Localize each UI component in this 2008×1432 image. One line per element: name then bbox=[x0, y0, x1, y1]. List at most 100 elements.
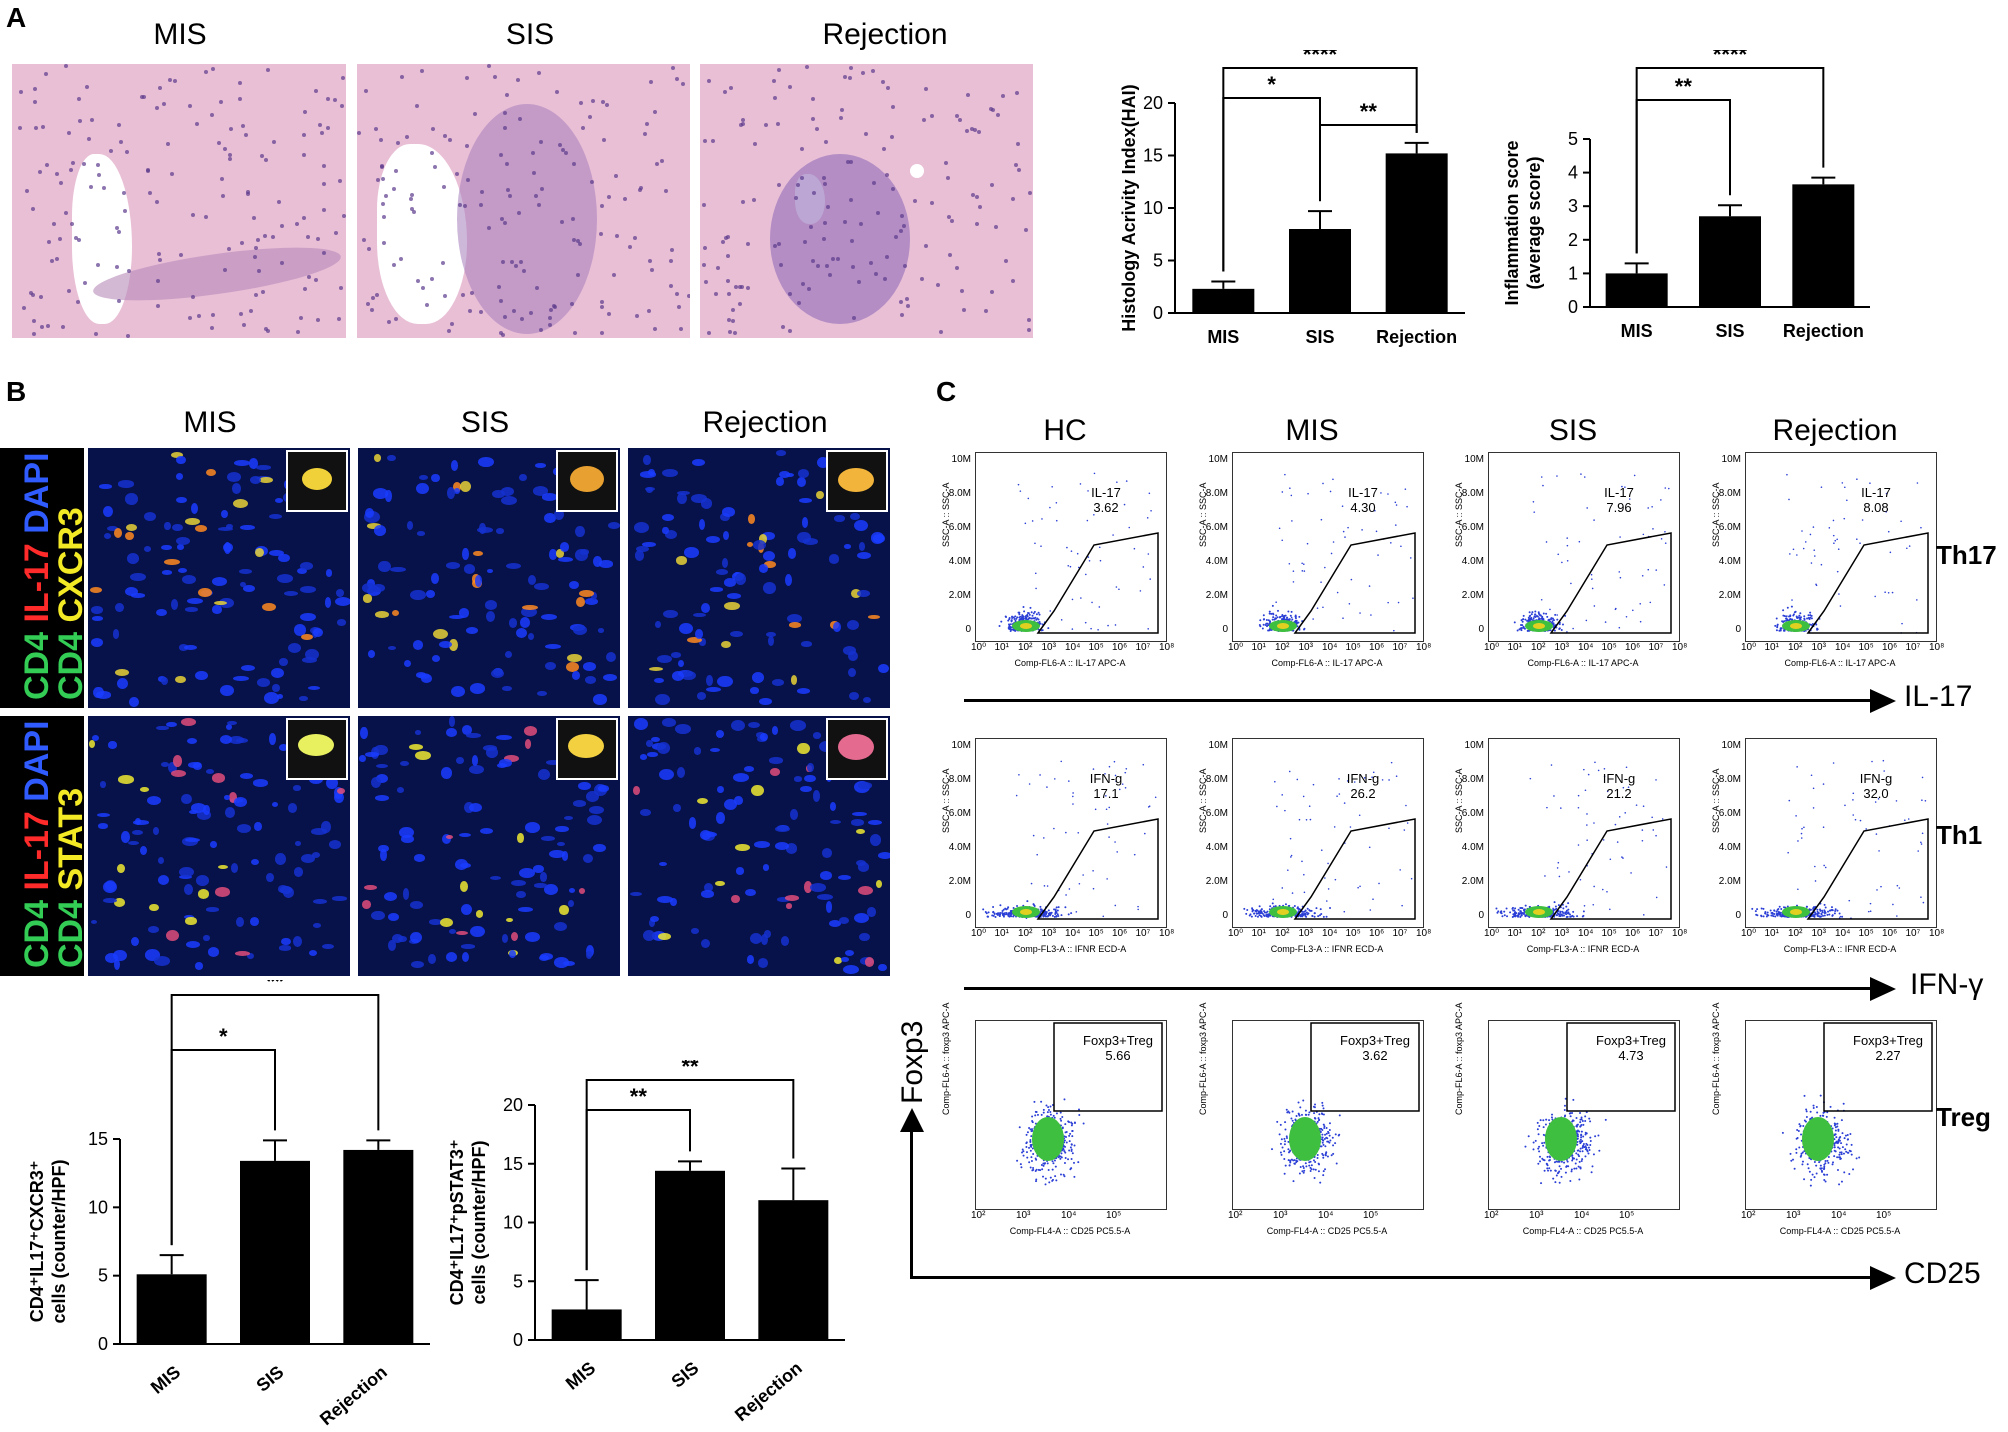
cell-dot bbox=[164, 558, 180, 565]
nucleus-dot bbox=[575, 239, 580, 244]
nucleus-dot bbox=[301, 153, 306, 158]
cell-dot bbox=[691, 458, 705, 467]
cell-dot bbox=[775, 826, 790, 833]
y-tick-label: 15 bbox=[1143, 146, 1163, 166]
cell-dot bbox=[847, 667, 856, 677]
flow-x-tick: 10² bbox=[1275, 928, 1290, 939]
cell-dot bbox=[446, 487, 455, 499]
cell-dot bbox=[313, 922, 321, 928]
cell-dot bbox=[669, 897, 677, 907]
nucleus-dot bbox=[647, 259, 652, 264]
cell-dot bbox=[469, 925, 485, 938]
cell-dot bbox=[767, 636, 774, 646]
nucleus-dot bbox=[1010, 278, 1015, 283]
cell-dot bbox=[460, 880, 469, 892]
nucleus-dot bbox=[157, 257, 162, 262]
flow-y-axis-label: Comp-FL6-A :: foxp3 APC-A bbox=[1711, 1002, 1721, 1115]
flow-x-tick: 10⁵ bbox=[1858, 928, 1874, 939]
nucleus-dot bbox=[745, 285, 750, 290]
cell-dot bbox=[663, 609, 678, 618]
flow-x-tick: 10⁰ bbox=[1741, 928, 1757, 939]
flow-y-tick: 4.0M bbox=[1205, 842, 1228, 853]
cell-dot bbox=[553, 921, 568, 932]
nucleus-dot bbox=[227, 157, 232, 162]
nucleus-dot bbox=[600, 99, 605, 104]
nucleus-dot bbox=[664, 188, 669, 193]
nucleus-dot bbox=[32, 331, 37, 336]
nucleus-dot bbox=[532, 171, 537, 176]
nucleus-dot bbox=[893, 235, 898, 240]
cell-dot bbox=[337, 788, 345, 795]
cell-dot bbox=[133, 820, 150, 825]
flow-plot-treg-0: Foxp3+Treg 5.66 bbox=[975, 1020, 1167, 1210]
cell-dot bbox=[532, 486, 548, 496]
cell-dot bbox=[785, 894, 800, 901]
nucleus-dot bbox=[1028, 190, 1033, 195]
significance-label: * bbox=[1267, 72, 1276, 97]
nucleus-dot bbox=[882, 276, 887, 281]
cell-dot bbox=[453, 482, 461, 493]
cell-dot bbox=[215, 887, 230, 897]
flow-plot-th17-1: IL-17 4.30 bbox=[1232, 452, 1424, 642]
nucleus-dot bbox=[322, 207, 327, 212]
nucleus-dot bbox=[822, 221, 827, 226]
y-axis-label: cells (counter/HPF) bbox=[469, 1140, 489, 1304]
nucleus-dot bbox=[263, 234, 268, 239]
nucleus-dot bbox=[295, 222, 300, 227]
cell-dot bbox=[658, 932, 671, 940]
cell-dot bbox=[562, 961, 575, 967]
cell-dot bbox=[555, 825, 569, 833]
nucleus-dot bbox=[478, 202, 483, 207]
cell-dot bbox=[460, 944, 476, 949]
flow-y-axis-label: Comp-FL6-A :: foxp3 APC-A bbox=[941, 1002, 951, 1115]
nucleus-dot bbox=[499, 298, 504, 303]
cell-dot bbox=[505, 917, 514, 923]
nucleus-dot bbox=[900, 313, 905, 318]
nucleus-dot bbox=[139, 95, 144, 100]
y-tick-label: 4 bbox=[1568, 163, 1578, 183]
cell-dot bbox=[828, 554, 840, 564]
nucleus-dot bbox=[955, 265, 960, 270]
nucleus-dot bbox=[849, 160, 854, 165]
cell-dot bbox=[503, 755, 519, 763]
cell-dot bbox=[176, 496, 187, 504]
nucleus-dot bbox=[400, 75, 405, 80]
gate-name: IFN-g bbox=[1602, 771, 1636, 786]
nucleus-dot bbox=[703, 246, 708, 251]
cell-dot bbox=[670, 652, 682, 658]
cell-dot bbox=[416, 482, 429, 494]
cell-dot bbox=[802, 517, 809, 529]
nucleus-dot bbox=[974, 195, 979, 200]
cell-dot bbox=[334, 791, 345, 803]
cell-dot bbox=[804, 774, 816, 783]
y-tick-label: 0 bbox=[1568, 297, 1578, 317]
nucleus-dot bbox=[166, 142, 171, 147]
nucleus-dot bbox=[221, 194, 226, 199]
gate-name: IFN-g bbox=[1859, 771, 1893, 786]
nucleus-dot bbox=[66, 288, 71, 293]
cell-dot bbox=[699, 638, 706, 646]
cell-dot bbox=[294, 867, 303, 877]
cell-dot bbox=[294, 841, 302, 847]
cell-dot bbox=[561, 851, 569, 861]
nucleus-dot bbox=[599, 232, 604, 237]
cell-dot bbox=[762, 864, 770, 871]
nucleus-dot bbox=[272, 139, 277, 144]
nucleus-dot bbox=[248, 309, 253, 314]
nucleus-dot bbox=[40, 125, 45, 130]
flow-y-tick: 8.0M bbox=[948, 488, 971, 499]
cell-dot bbox=[691, 494, 707, 504]
nucleus-dot bbox=[69, 168, 74, 173]
cell-dot bbox=[505, 562, 521, 569]
cell-dot bbox=[211, 577, 227, 587]
nucleus-dot bbox=[387, 320, 392, 325]
cell-dot bbox=[442, 833, 452, 844]
flow-plot-treg-2: Foxp3+Treg 4.73 bbox=[1488, 1020, 1680, 1210]
y-tick-label: 0 bbox=[98, 1334, 108, 1354]
flow-y-tick: 0 bbox=[1735, 624, 1741, 635]
nucleus-dot bbox=[392, 262, 397, 267]
nucleus-dot bbox=[1000, 93, 1005, 98]
cell-dot bbox=[659, 768, 674, 780]
nucleus-dot bbox=[614, 173, 619, 178]
nucleus-dot bbox=[575, 272, 580, 277]
